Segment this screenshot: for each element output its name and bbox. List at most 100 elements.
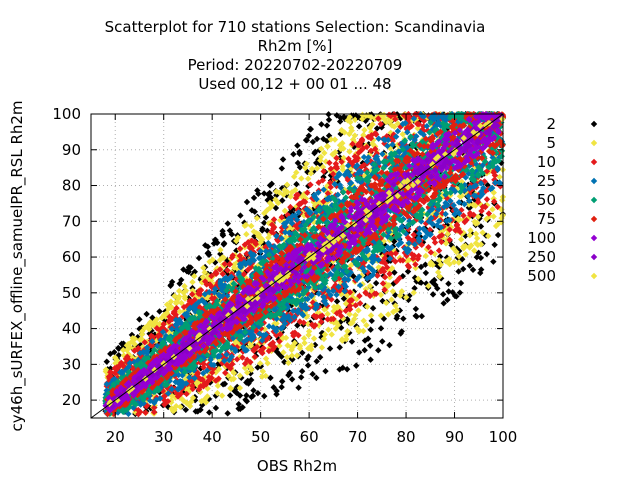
data-point [301,339,308,347]
data-point [477,223,485,230]
data-point [304,175,312,182]
data-point [253,214,261,222]
data-point [344,328,351,335]
data-point [177,403,184,411]
data-point [227,385,235,392]
data-point [141,339,148,346]
data-point [173,300,180,307]
data-point [385,311,392,318]
data-point [337,114,344,122]
data-point [309,138,317,146]
data-point [432,281,439,289]
data-point [360,317,367,324]
data-point [467,227,474,234]
data-point [270,384,277,391]
data-point [341,129,348,136]
data-point [267,374,274,382]
data-point [417,263,425,271]
data-point [450,258,458,266]
data-point [237,212,244,219]
data-point [268,221,276,228]
data-point [327,136,335,143]
data-point [200,364,207,371]
data-point [313,165,321,172]
data-point [472,230,480,238]
data-point [365,140,372,148]
data-point [283,354,291,361]
data-point [168,304,175,311]
data-point [325,132,333,139]
data-point [286,224,293,231]
data-point [189,278,196,286]
data-point [284,342,291,349]
data-point [422,252,430,260]
data-point [446,236,453,244]
data-point [292,194,300,202]
data-point [494,231,502,239]
data-point [355,307,362,314]
data-point [236,384,244,392]
data-point [208,272,215,280]
data-point [316,199,324,206]
data-point [233,356,241,363]
data-point [364,303,371,310]
data-point [234,234,242,241]
data-point [361,337,369,344]
data-point [273,391,280,398]
data-point [148,321,155,329]
data-point [374,272,381,279]
data-point [256,360,264,367]
data-point [251,353,259,361]
data-point [445,280,452,287]
data-point [346,302,354,310]
data-point [189,394,197,402]
data-point [243,392,250,399]
data-point [379,338,386,345]
data-point [123,342,131,349]
data-point [135,410,142,418]
data-point [400,315,407,322]
data-point [472,220,479,227]
data-point [367,135,375,142]
data-point [293,169,300,176]
data-point [298,175,305,182]
data-point [318,344,326,351]
data-point [436,273,443,280]
data-point [235,400,242,408]
data-point [303,136,311,144]
data-point [324,310,331,318]
data-point [168,405,175,412]
data-point [381,254,389,262]
data-point [206,258,213,265]
data-point [466,232,473,239]
data-point [386,274,393,281]
data-point [273,320,280,327]
data-point [419,239,427,246]
data-point [294,159,302,167]
data-point [397,330,404,337]
data-point [292,186,299,194]
data-point [469,201,477,209]
data-point [444,296,451,304]
data-point [355,149,362,157]
data-point [219,227,226,235]
data-point [367,326,374,333]
data-point [214,389,221,397]
data-point [349,140,356,148]
data-point [392,302,399,309]
data-point [381,286,388,293]
data-point [266,182,274,189]
data-point [351,116,359,123]
data-point [214,239,221,246]
data-point [274,199,282,207]
data-point [180,289,187,296]
data-point [319,163,327,171]
data-point [367,312,375,319]
data-point [260,240,267,247]
data-point [361,347,368,354]
data-point [318,145,325,153]
data-point [479,229,486,236]
data-point [387,135,395,142]
data-point [167,281,175,289]
data-point [216,266,224,273]
